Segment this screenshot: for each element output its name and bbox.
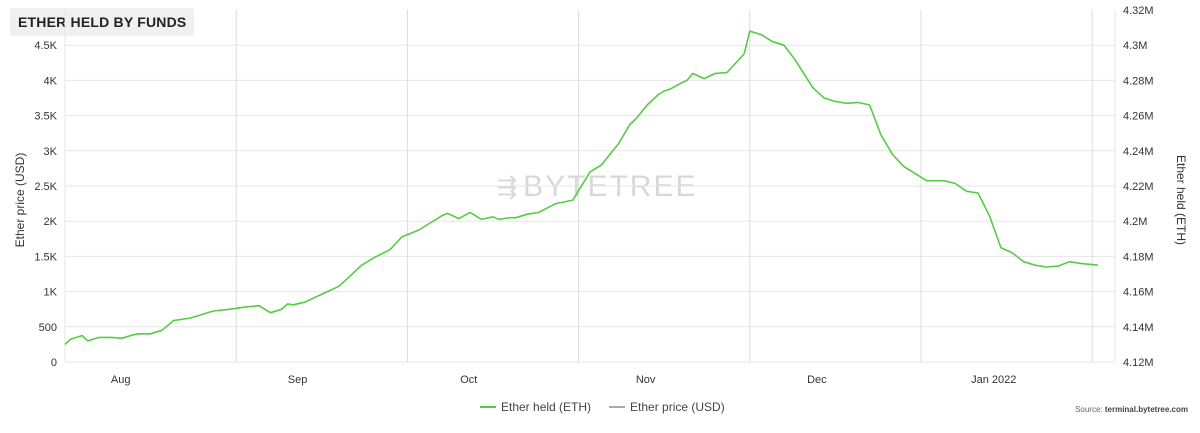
left-tick-label: 1K (44, 287, 58, 299)
left-tick-label: 2.5K (34, 181, 57, 193)
x-tick-label: Dec (807, 374, 827, 386)
legend-item-eth-held[interactable]: Ether held (ETH) (480, 400, 591, 414)
x-tick-label: Nov (636, 374, 656, 386)
left-tick-label: 3.5K (34, 111, 57, 123)
left-axis: 0 500 1K 1.5K 2K 2.5K 3K 3.5K 4K 4.5K (34, 40, 57, 369)
left-tick-label: 2K (44, 216, 58, 228)
x-tick-label: Sep (288, 374, 308, 386)
y-axis-left-label: Ether price (USD) (13, 152, 27, 248)
legend: Ether held (ETH) Ether price (USD) (480, 400, 725, 414)
source-site: terminal.bytetree.com (1104, 405, 1188, 414)
series-layer (64, 30, 1098, 345)
y-axis-right-label: Ether held (ETH) (1174, 154, 1188, 246)
right-tick-label: 4.18M (1123, 251, 1154, 263)
right-tick-label: 4.32M (1123, 5, 1154, 17)
x-tick-label: Aug (111, 374, 131, 386)
left-tick-label: 500 (39, 322, 57, 334)
right-tick-label: 4.24M (1123, 146, 1154, 158)
legend-swatch-ether-price (609, 406, 626, 408)
left-tick-label: 3K (44, 146, 58, 158)
right-tick-label: 4.2M (1123, 216, 1147, 228)
left-tick-label: 4K (44, 75, 58, 87)
right-tick-label: 4.14M (1123, 322, 1154, 334)
right-tick-label: 4.26M (1123, 111, 1154, 123)
legend-label-ether-price: Ether price (USD) (630, 400, 725, 414)
source-prefix: Source: (1075, 405, 1105, 414)
right-tick-label: 4.12M (1123, 357, 1154, 369)
legend-item-ether-price[interactable]: Ether price (USD) (609, 400, 725, 414)
right-tick-label: 4.28M (1123, 75, 1154, 87)
bytetree-logo-icon: ⇶ (497, 173, 520, 201)
right-axis: 4.12M 4.14M 4.16M 4.18M 4.2M 4.22M 4.24M 4.26M 4… (1123, 5, 1154, 369)
legend-swatch-eth-held (480, 406, 496, 408)
right-tick-label: 4.3M (1123, 40, 1147, 52)
left-tick-label: 0 (51, 357, 57, 369)
right-tick-label: 4.16M (1123, 287, 1154, 299)
x-tick-label: Jan 2022 (971, 374, 1016, 386)
x-tick-label: Oct (460, 374, 477, 386)
source-note: Source: terminal.bytetree.com (1075, 405, 1188, 414)
legend-label-eth-held: Ether held (ETH) (501, 400, 592, 414)
series-line-eth-held (64, 30, 1098, 345)
chart-title: ETHER HELD BY FUNDS (10, 8, 195, 36)
left-tick-label: 4.5K (34, 40, 57, 52)
grid-layer (64, 10, 1116, 363)
x-axis: Aug Sep Oct Nov Dec Jan 2022 (111, 374, 1017, 386)
left-tick-label: 1.5K (34, 251, 57, 263)
right-tick-label: 4.22M (1123, 181, 1154, 193)
